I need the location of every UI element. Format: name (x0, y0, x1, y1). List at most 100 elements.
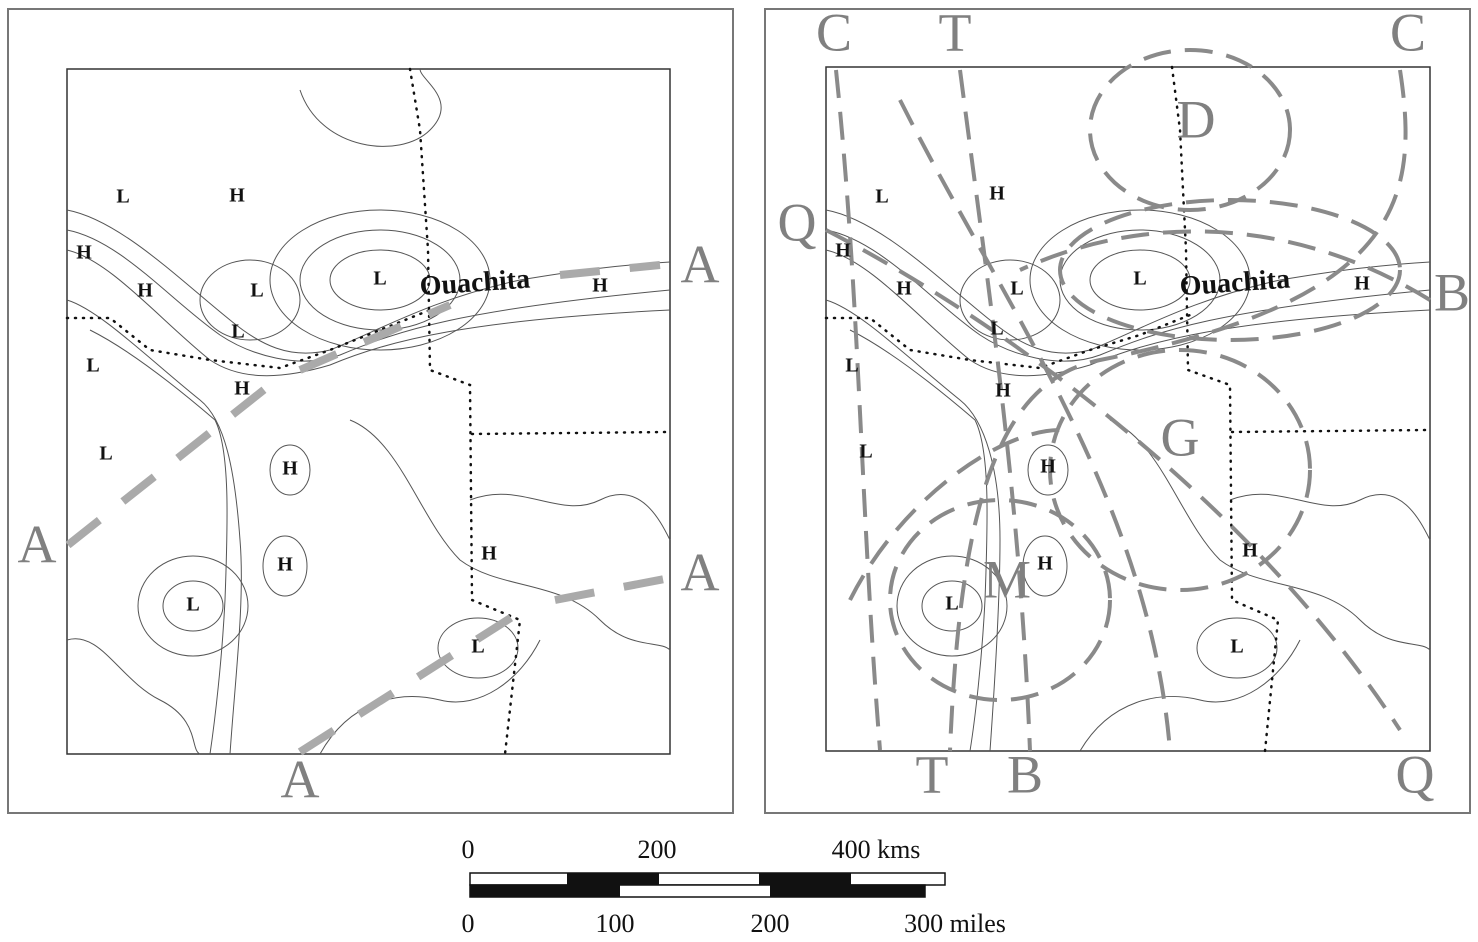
map-line (299, 68, 442, 147)
map-line (948, 69, 1408, 752)
map-line (66, 299, 242, 755)
height-label: H (1354, 273, 1370, 295)
map-line (299, 229, 461, 331)
scale-label: 100 (596, 909, 635, 938)
dashed-lines (825, 48, 1432, 752)
map-line (825, 228, 1402, 732)
height-label: H (835, 240, 851, 262)
line-label: T (916, 744, 949, 804)
place-label: Ouachita (1179, 264, 1291, 303)
height-label: H (1037, 553, 1053, 575)
map-line (1079, 639, 1301, 752)
line-label: A (681, 542, 720, 602)
map-line (848, 428, 1061, 601)
map-line (1022, 535, 1068, 597)
map-line (162, 580, 224, 632)
height-label: L (86, 355, 99, 377)
scale-segment (759, 873, 851, 885)
height-label: L (859, 441, 872, 463)
line-label: A (281, 749, 320, 809)
border (1230, 428, 1432, 434)
height-label: L (471, 636, 484, 658)
height-label: H (995, 380, 1011, 402)
map-line (1027, 444, 1069, 496)
height-label: L (1230, 636, 1243, 658)
height-label: H (896, 278, 912, 300)
map-line (849, 329, 988, 752)
dashed-line (559, 261, 661, 279)
region-label: G (1161, 407, 1200, 467)
map-line (896, 555, 1008, 657)
contours (66, 68, 671, 755)
height-label: H (481, 543, 497, 565)
height-label: H (1040, 456, 1056, 478)
map-line (349, 419, 671, 651)
region-label: M (983, 549, 1031, 609)
height-label: H (282, 458, 298, 480)
scale-segment (470, 885, 620, 897)
height-label: H (1242, 540, 1258, 562)
map-line (66, 249, 671, 377)
scale-segment (567, 873, 659, 885)
height-label: H (592, 275, 608, 297)
map-line (958, 69, 1032, 752)
line-label: A (681, 234, 720, 294)
dashed-line (554, 574, 671, 604)
contours (825, 209, 1431, 752)
map-line (66, 229, 671, 362)
height-label: L (231, 321, 244, 343)
map-line (137, 555, 249, 657)
height-label: L (99, 443, 112, 465)
height-label: L (250, 280, 263, 302)
map-line (825, 229, 1431, 362)
height-label: L (990, 318, 1003, 340)
map-line (1089, 249, 1191, 311)
map-line (1229, 493, 1431, 541)
scale-segment (770, 885, 925, 897)
border (824, 313, 1192, 370)
map-line (1109, 419, 1431, 651)
map-line (1048, 348, 1312, 592)
place-label: Ouachita (419, 264, 531, 303)
map-line (269, 209, 491, 351)
panel-frame (7, 8, 734, 814)
height-label: H (137, 280, 153, 302)
height-label: H (277, 554, 293, 576)
height-label: L (116, 186, 129, 208)
height-label: L (373, 268, 386, 290)
line-label: Q (778, 192, 817, 252)
map-line (66, 638, 201, 755)
scale-label: 400 kms (832, 835, 921, 864)
scale-label: 0 (462, 909, 475, 938)
map-line (1196, 617, 1278, 679)
line-label: B (1007, 744, 1043, 804)
map-line (1088, 48, 1292, 212)
line-label: C (816, 2, 852, 62)
line-label: B (1434, 262, 1470, 322)
map-line (89, 329, 228, 755)
map-line (1019, 229, 1432, 302)
left-panel: L H H H L L L L H L H H H L L H Ouachita… (7, 8, 734, 814)
panel-frame (764, 8, 1471, 814)
map-line (1058, 198, 1402, 342)
map-line (199, 259, 301, 341)
height-labels: L H H H L L L L H L H H H L L H (76, 185, 608, 658)
map-line (825, 299, 1001, 752)
map-line (834, 69, 882, 751)
line-label: C (1390, 2, 1426, 62)
height-label: L (845, 355, 858, 377)
map-line (319, 639, 541, 755)
scale-label: 200 (751, 909, 790, 938)
region-label: D (1177, 89, 1216, 149)
dashed-line (298, 301, 452, 374)
scale-label: 0 (462, 835, 475, 864)
height-label: H (76, 242, 92, 264)
height-labels: L H H H L L L L H L H H H L L H (835, 183, 1370, 658)
map-line (329, 249, 431, 311)
dashed-line (65, 381, 273, 549)
right-panel: L H H H L L L L H L H H H L L H Ouachita… (764, 2, 1471, 814)
height-label: L (945, 593, 958, 615)
line-label: A (18, 514, 57, 574)
map-line (262, 535, 308, 597)
